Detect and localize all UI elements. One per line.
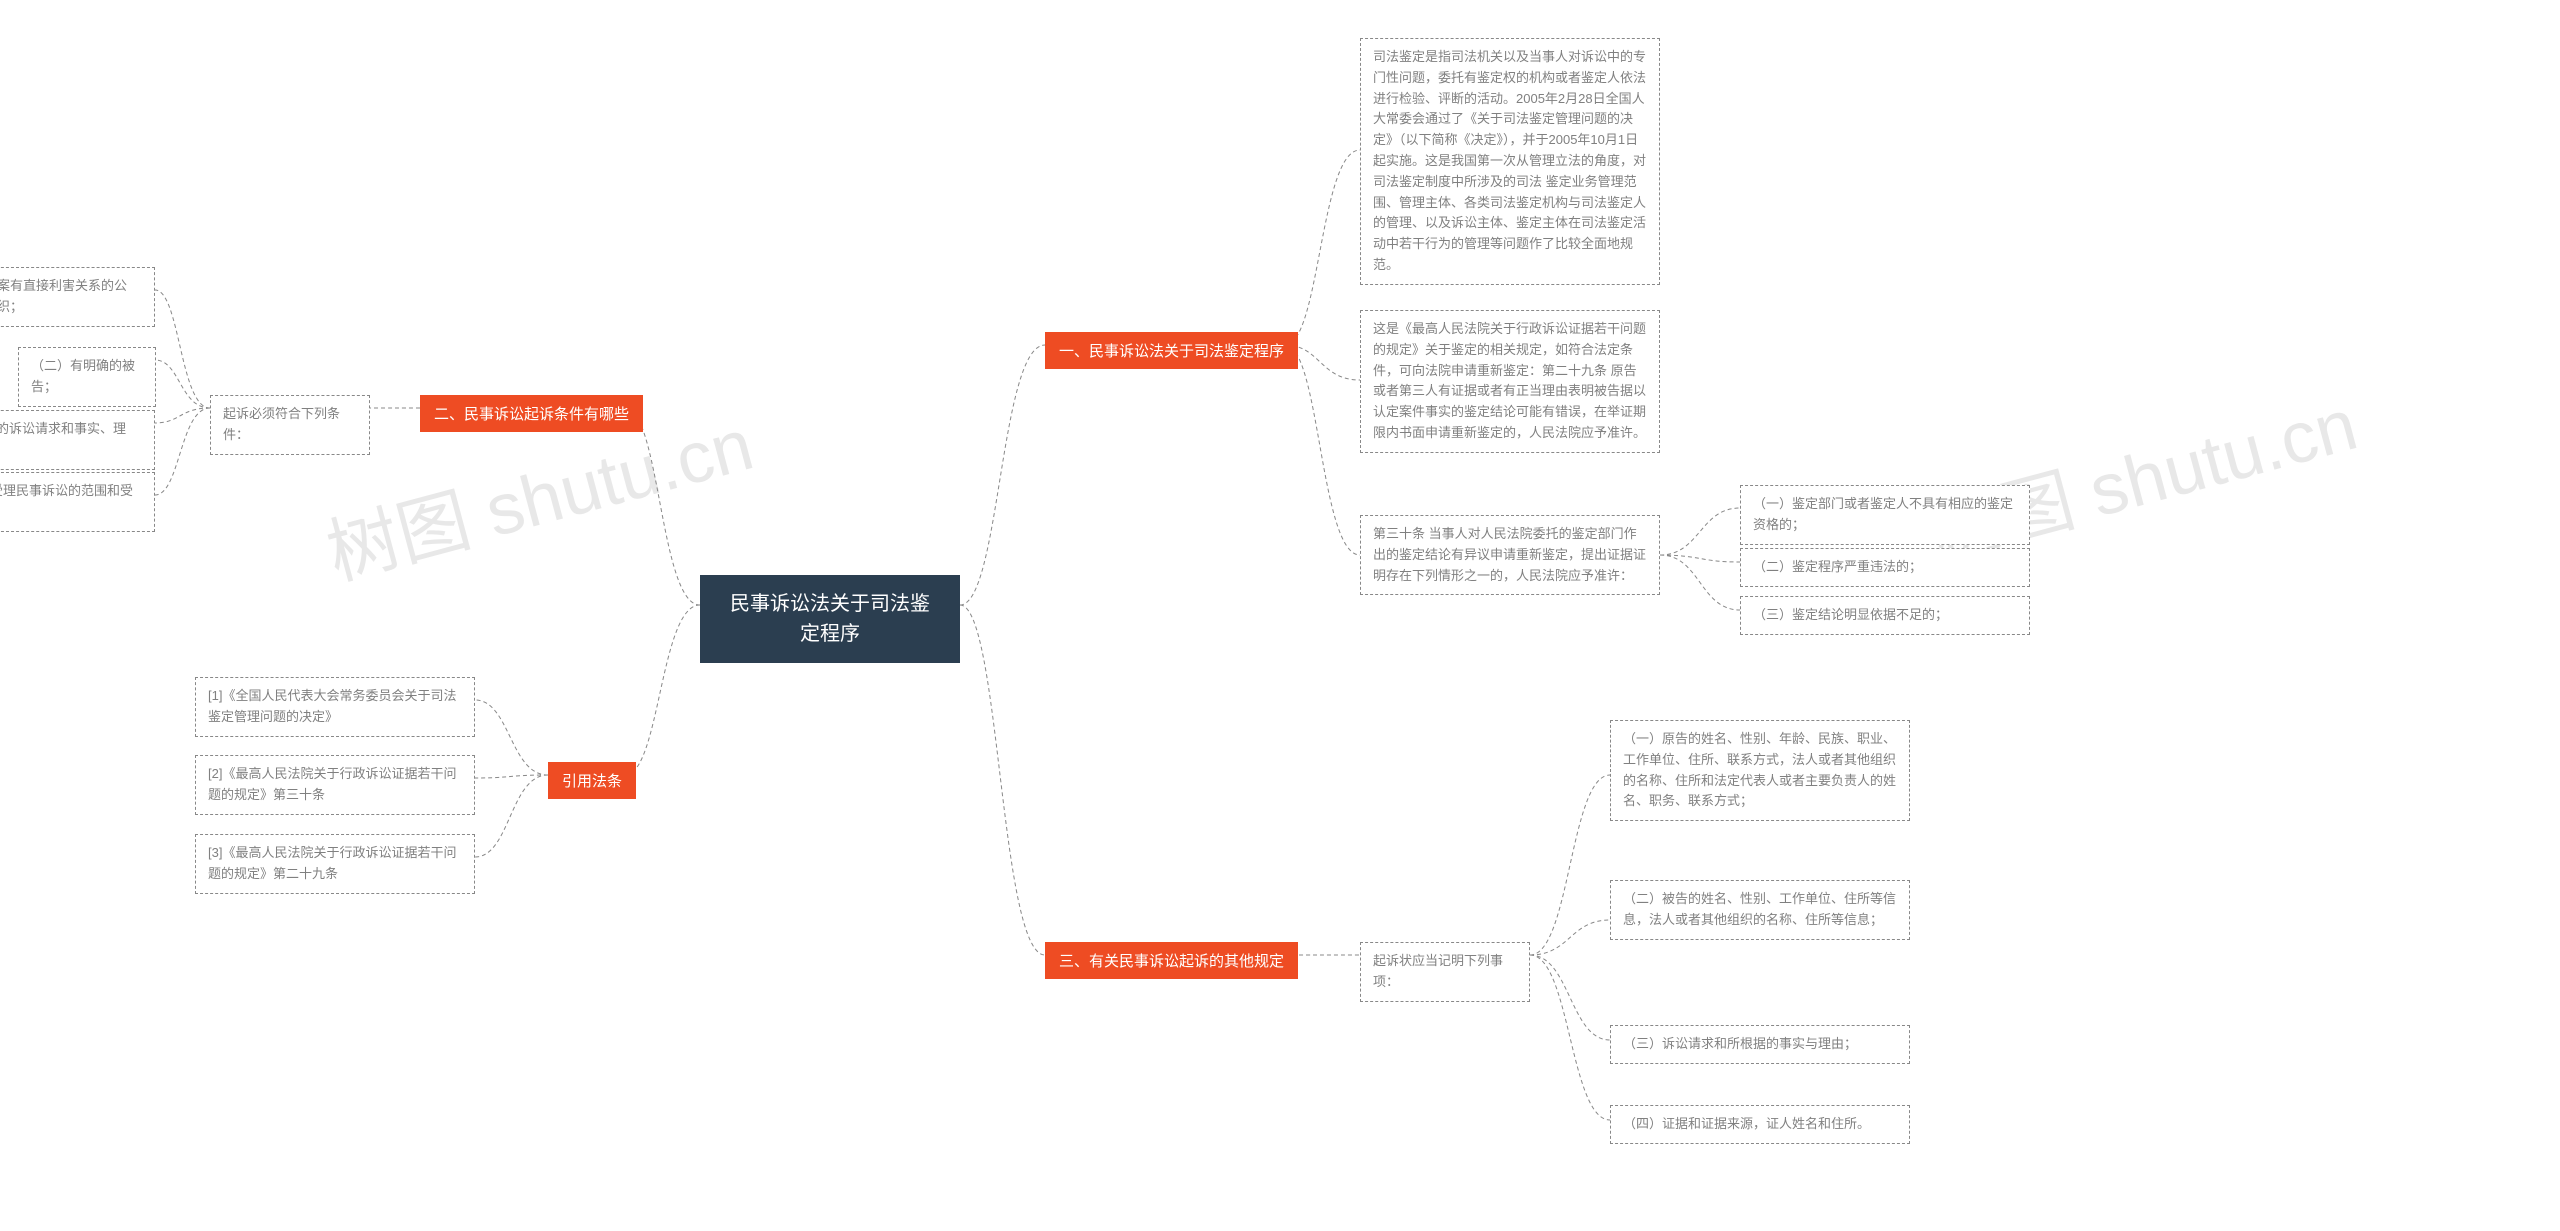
connector-layer: [0, 0, 2560, 1231]
branch-ref[interactable]: 引用法条: [548, 762, 636, 799]
leaf-b3-2: （二）被告的姓名、性别、工作单位、住所等信息，法人或者其他组织的名称、住所等信息…: [1610, 880, 1910, 940]
root-node[interactable]: 民事诉讼法关于司法鉴定程序: [700, 575, 960, 663]
leaf-ref-2: [2]《最高人民法院关于行政诉讼证据若干问题的规定》第三十条: [195, 755, 475, 815]
branch-1[interactable]: 一、民事诉讼法关于司法鉴定程序: [1045, 332, 1298, 369]
branch-2[interactable]: 二、民事诉讼起诉条件有哪些: [420, 395, 643, 432]
leaf-b2-c1: 起诉必须符合下列条件：: [210, 395, 370, 455]
leaf-b3-4: （四）证据和证据来源，证人姓名和住所。: [1610, 1105, 1910, 1144]
leaf-b3-1: （一）原告的姓名、性别、年龄、民族、职业、工作单位、住所、联系方式，法人或者其他…: [1610, 720, 1910, 821]
leaf-b2-3: （三）有具体的诉讼请求和事实、理由；: [0, 410, 155, 470]
leaf-b2-1: （一）原告是与本案有直接利害关系的公民、法人和其他组织；: [0, 267, 155, 327]
leaf-ref-3: [3]《最高人民法院关于行政诉讼证据若干问题的规定》第二十九条: [195, 834, 475, 894]
leaf-b3-3: （三）诉讼请求和所根据的事实与理由；: [1610, 1025, 1910, 1064]
leaf-b1-3-3: （三）鉴定结论明显依据不足的；: [1740, 596, 2030, 635]
leaf-b3-c1: 起诉状应当记明下列事项：: [1360, 942, 1530, 1002]
leaf-b2-2: （二）有明确的被告；: [18, 347, 156, 407]
leaf-b2-4: （四）属于人民法院受理民事诉讼的范围和受诉人民法院管辖。: [0, 472, 155, 532]
branch-3[interactable]: 三、有关民事诉讼起诉的其他规定: [1045, 942, 1298, 979]
leaf-ref-1: [1]《全国人民代表大会常务委员会关于司法鉴定管理问题的决定》: [195, 677, 475, 737]
mindmap-canvas: 民事诉讼法关于司法鉴定程序 一、民事诉讼法关于司法鉴定程序 司法鉴定是指司法机关…: [0, 0, 2560, 1231]
leaf-b1-3: 第三十条 当事人对人民法院委托的鉴定部门作出的鉴定结论有异议申请重新鉴定，提出证…: [1360, 515, 1660, 595]
leaf-b1-1: 司法鉴定是指司法机关以及当事人对诉讼中的专门性问题，委托有鉴定权的机构或者鉴定人…: [1360, 38, 1660, 285]
leaf-b1-2: 这是《最高人民法院关于行政诉讼证据若干问题的规定》关于鉴定的相关规定，如符合法定…: [1360, 310, 1660, 453]
leaf-b1-3-2: （二）鉴定程序严重违法的；: [1740, 548, 2030, 587]
leaf-b1-3-1: （一）鉴定部门或者鉴定人不具有相应的鉴定资格的；: [1740, 485, 2030, 545]
